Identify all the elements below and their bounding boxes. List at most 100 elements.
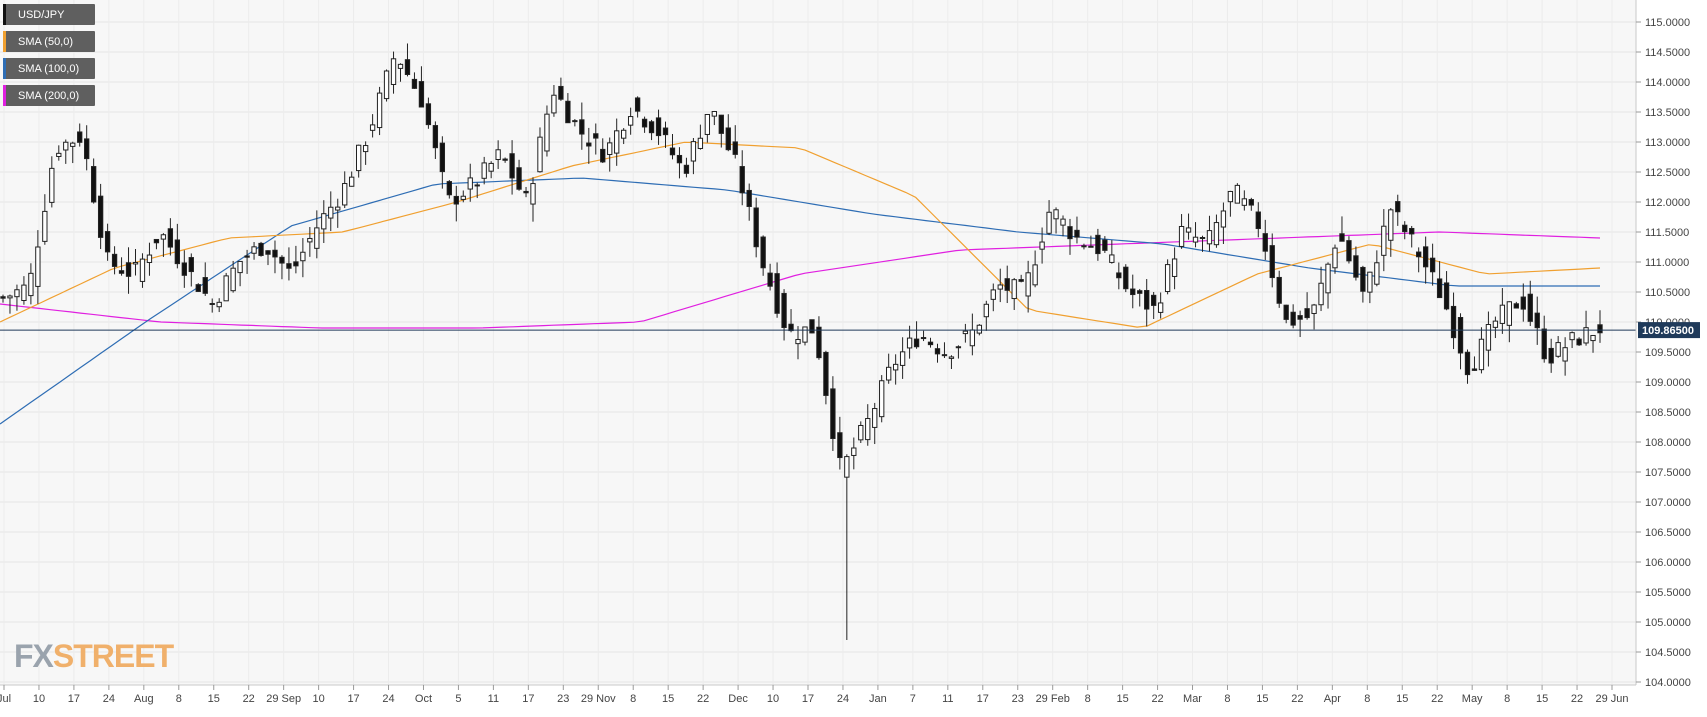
y-tick-label: 106.5000 xyxy=(1645,527,1691,539)
candle-body xyxy=(704,113,711,135)
x-tick-label: Mar xyxy=(1183,693,1202,705)
candle-body xyxy=(997,284,1003,290)
candle-body xyxy=(84,138,90,160)
candle-body xyxy=(676,154,683,164)
candle-body xyxy=(432,125,439,149)
candle-body xyxy=(927,341,934,346)
x-tick-label: 8 xyxy=(630,693,636,705)
candle-body xyxy=(404,59,411,76)
candle-body xyxy=(300,251,306,262)
candle-body xyxy=(1569,332,1575,341)
candle-body xyxy=(439,142,446,173)
candle-body xyxy=(1499,304,1506,324)
y-axis: 115.0000 114.5000 114.0000 113.5000 113.0000… xyxy=(1635,0,1691,689)
candle-body xyxy=(899,351,906,366)
candle-body xyxy=(1422,246,1429,268)
candle-body xyxy=(816,326,822,359)
x-tick-label: 22 xyxy=(697,693,709,705)
legend-item-usdjpy[interactable]: USD/JPY xyxy=(3,4,96,25)
candle-body xyxy=(572,120,578,123)
y-tick-label: 108.5000 xyxy=(1645,407,1691,419)
candle-body xyxy=(725,127,731,151)
candle-body xyxy=(251,246,257,254)
candle-body xyxy=(1388,209,1394,241)
candle-body xyxy=(913,338,920,348)
candle-body xyxy=(1429,257,1436,273)
candle-body xyxy=(1457,317,1464,354)
candle-body xyxy=(104,231,111,253)
y-tick-label: 110.5000 xyxy=(1645,287,1690,299)
y-tick-label: 109.5000 xyxy=(1645,347,1691,359)
fxstreet-logo: FXSTREET xyxy=(14,638,174,675)
candle-body xyxy=(872,408,878,428)
candle-body xyxy=(1548,347,1554,364)
candle-body xyxy=(1171,258,1178,277)
candle-body xyxy=(70,142,76,147)
x-tick-label: Dec xyxy=(728,693,748,705)
candles xyxy=(0,43,1603,640)
candle-body xyxy=(90,166,97,203)
candle-body xyxy=(383,70,390,100)
x-tick-label: May xyxy=(1462,693,1483,705)
candle-body xyxy=(209,303,215,306)
candle-body xyxy=(1450,305,1457,339)
legend-item-sma200[interactable]: SMA (200,0) xyxy=(3,85,96,106)
y-tick-label: 114.0000 xyxy=(1645,77,1690,89)
x-tick-label: 23 xyxy=(557,693,569,705)
candle-body xyxy=(858,424,864,441)
candle-body xyxy=(1304,308,1310,319)
candle-body xyxy=(356,144,362,172)
candle-body xyxy=(662,127,669,136)
candle-body xyxy=(1374,262,1380,285)
x-tick-label: 22 xyxy=(1571,693,1583,705)
candle-body xyxy=(244,255,250,258)
y-tick-label: 106.0000 xyxy=(1645,557,1691,569)
candle-body xyxy=(1534,312,1540,329)
legend-item-sma50[interactable]: SMA (50,0) xyxy=(3,31,96,52)
candle-body xyxy=(1583,327,1589,344)
candle-body xyxy=(1220,210,1227,228)
grid-lines xyxy=(0,0,1636,685)
candle-body xyxy=(1513,303,1519,309)
candle-body xyxy=(1395,201,1401,213)
candle-body xyxy=(77,131,83,143)
candle-body xyxy=(1227,190,1234,203)
candle-body xyxy=(509,153,515,179)
candle-body xyxy=(718,114,724,134)
candle-body xyxy=(153,238,160,244)
legend-item-sma100[interactable]: SMA (100,0) xyxy=(3,58,96,79)
y-tick-label: 114.5000 xyxy=(1645,47,1690,59)
candle-body xyxy=(962,330,969,335)
candle-body xyxy=(125,262,132,277)
candle-body xyxy=(97,195,104,238)
candle-body xyxy=(1381,225,1387,256)
x-tick-label: 8 xyxy=(1504,693,1510,705)
x-tick-label: 24 xyxy=(382,693,394,705)
candle-body xyxy=(1297,315,1303,320)
candle-body xyxy=(1255,211,1261,230)
candle-body xyxy=(1492,320,1499,328)
candle-body xyxy=(1555,342,1561,357)
candle-body xyxy=(1109,254,1115,263)
candle-body xyxy=(321,213,327,230)
candle-body xyxy=(837,432,843,459)
candle-body xyxy=(544,113,550,152)
x-tick-label: 17 xyxy=(802,693,814,705)
x-tick-label: 5 xyxy=(455,693,461,705)
candle-body xyxy=(1157,302,1164,313)
y-tick-label: 112.0000 xyxy=(1645,197,1690,209)
candle-body xyxy=(551,94,557,114)
candle-body xyxy=(1053,209,1059,220)
candle-body xyxy=(1597,324,1603,334)
candle-body xyxy=(63,141,69,151)
candle-body xyxy=(690,141,697,162)
candle-body xyxy=(1248,199,1254,206)
candle-body xyxy=(795,338,801,345)
candle-body xyxy=(328,206,334,219)
candle-body xyxy=(523,190,529,194)
candle-body xyxy=(307,237,313,243)
candle-body xyxy=(1241,198,1247,206)
x-tick-label: 10 xyxy=(767,693,779,705)
candle-body xyxy=(865,418,871,441)
